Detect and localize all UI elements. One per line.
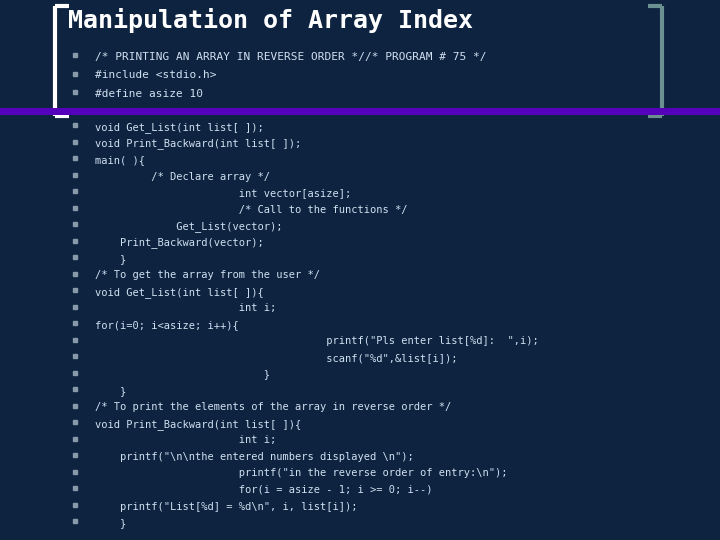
Text: #define asize 10: #define asize 10 <box>95 89 203 99</box>
Text: void Get_List(int list[ ]){: void Get_List(int list[ ]){ <box>95 287 264 298</box>
Text: }: } <box>95 369 270 380</box>
Text: void Print_Backward(int list[ ]){: void Print_Backward(int list[ ]){ <box>95 419 301 430</box>
Text: Print_Backward(vector);: Print_Backward(vector); <box>95 238 264 248</box>
Text: scanf("%d",&list[i]);: scanf("%d",&list[i]); <box>95 353 457 363</box>
Text: }: } <box>95 386 126 396</box>
Text: #include <stdio.h>: #include <stdio.h> <box>95 71 217 80</box>
Text: /* To get the array from the user */: /* To get the array from the user */ <box>95 271 320 280</box>
Text: printf("in the reverse order of entry:\n");: printf("in the reverse order of entry:\n… <box>95 469 508 478</box>
Text: /* Declare array */: /* Declare array */ <box>95 172 270 181</box>
Text: int i;: int i; <box>95 303 276 314</box>
Text: /* PRINTING AN ARRAY IN REVERSE ORDER *//* PROGRAM # 75 */: /* PRINTING AN ARRAY IN REVERSE ORDER */… <box>95 52 487 62</box>
Text: void Print_Backward(int list[ ]);: void Print_Backward(int list[ ]); <box>95 138 301 150</box>
Text: for(i=0; i<asize; i++){: for(i=0; i<asize; i++){ <box>95 320 239 330</box>
Text: Get_List(vector);: Get_List(vector); <box>95 221 282 232</box>
Text: printf("Pls enter list[%d]:  ",i);: printf("Pls enter list[%d]: ",i); <box>95 336 539 347</box>
Text: printf("List[%d] = %d\n", i, list[i]);: printf("List[%d] = %d\n", i, list[i]); <box>95 502 358 511</box>
Text: main( ){: main( ){ <box>95 155 145 165</box>
Text: void Get_List(int list[ ]);: void Get_List(int list[ ]); <box>95 122 264 133</box>
Text: }: } <box>95 254 126 264</box>
Text: printf("\n\nthe entered numbers displayed \n");: printf("\n\nthe entered numbers displaye… <box>95 452 414 462</box>
Text: /* Call to the functions */: /* Call to the functions */ <box>95 205 408 214</box>
Text: int vector[asize];: int vector[asize]; <box>95 188 351 198</box>
Text: Manipulation of Array Index: Manipulation of Array Index <box>68 8 473 33</box>
Text: int i;: int i; <box>95 435 276 445</box>
Text: /* To print the elements of the array in reverse order */: /* To print the elements of the array in… <box>95 402 451 413</box>
Text: for(i = asize - 1; i >= 0; i--): for(i = asize - 1; i >= 0; i--) <box>95 485 433 495</box>
Bar <box>0 108 720 115</box>
Text: }: } <box>95 518 126 528</box>
